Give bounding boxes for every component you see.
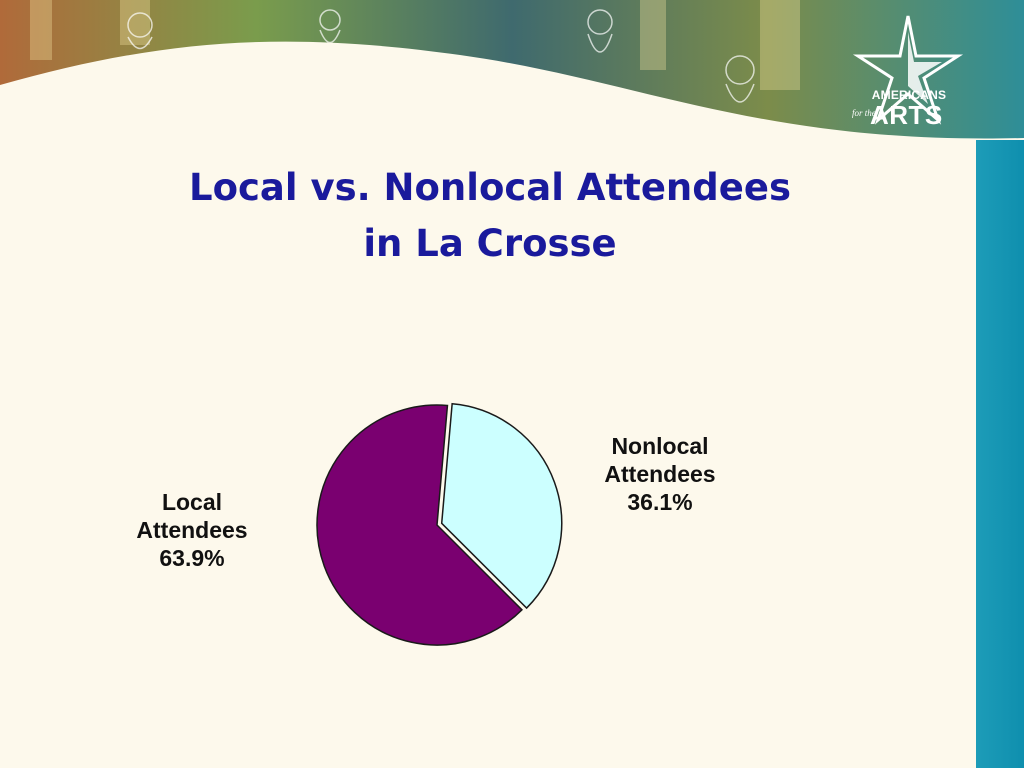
pie-slice-nonlocal (440, 402, 563, 610)
star-icon (852, 15, 964, 125)
logo-text-arts: ARTS (870, 100, 943, 130)
pie-slice-local (316, 404, 523, 646)
title-line-2: in La Crosse (363, 222, 617, 265)
logo-text-americans: AMERICANS (871, 88, 947, 102)
side-accent-bar (976, 140, 1024, 768)
label-local-attendees: Local Attendees 63.9% (112, 488, 272, 572)
title-line-1: Local vs. Nonlocal Attendees (189, 166, 791, 209)
slide-title: Local vs. Nonlocal Attendees in La Cross… (90, 160, 890, 272)
label-nonlocal-attendees: Nonlocal Attendees 36.1% (580, 432, 740, 516)
label-local-value: 63.9% (159, 545, 225, 571)
label-nonlocal-name: Nonlocal (611, 433, 709, 459)
label-nonlocal-name-line2: Attendees (604, 461, 716, 487)
label-local-name: Local (161, 489, 223, 515)
label-nonlocal-value: 36.1% (627, 489, 693, 515)
header-banner (0, 0, 1024, 150)
label-local-name-line2: Attendees (136, 517, 248, 543)
logo-text-for-the: for the (852, 108, 876, 118)
